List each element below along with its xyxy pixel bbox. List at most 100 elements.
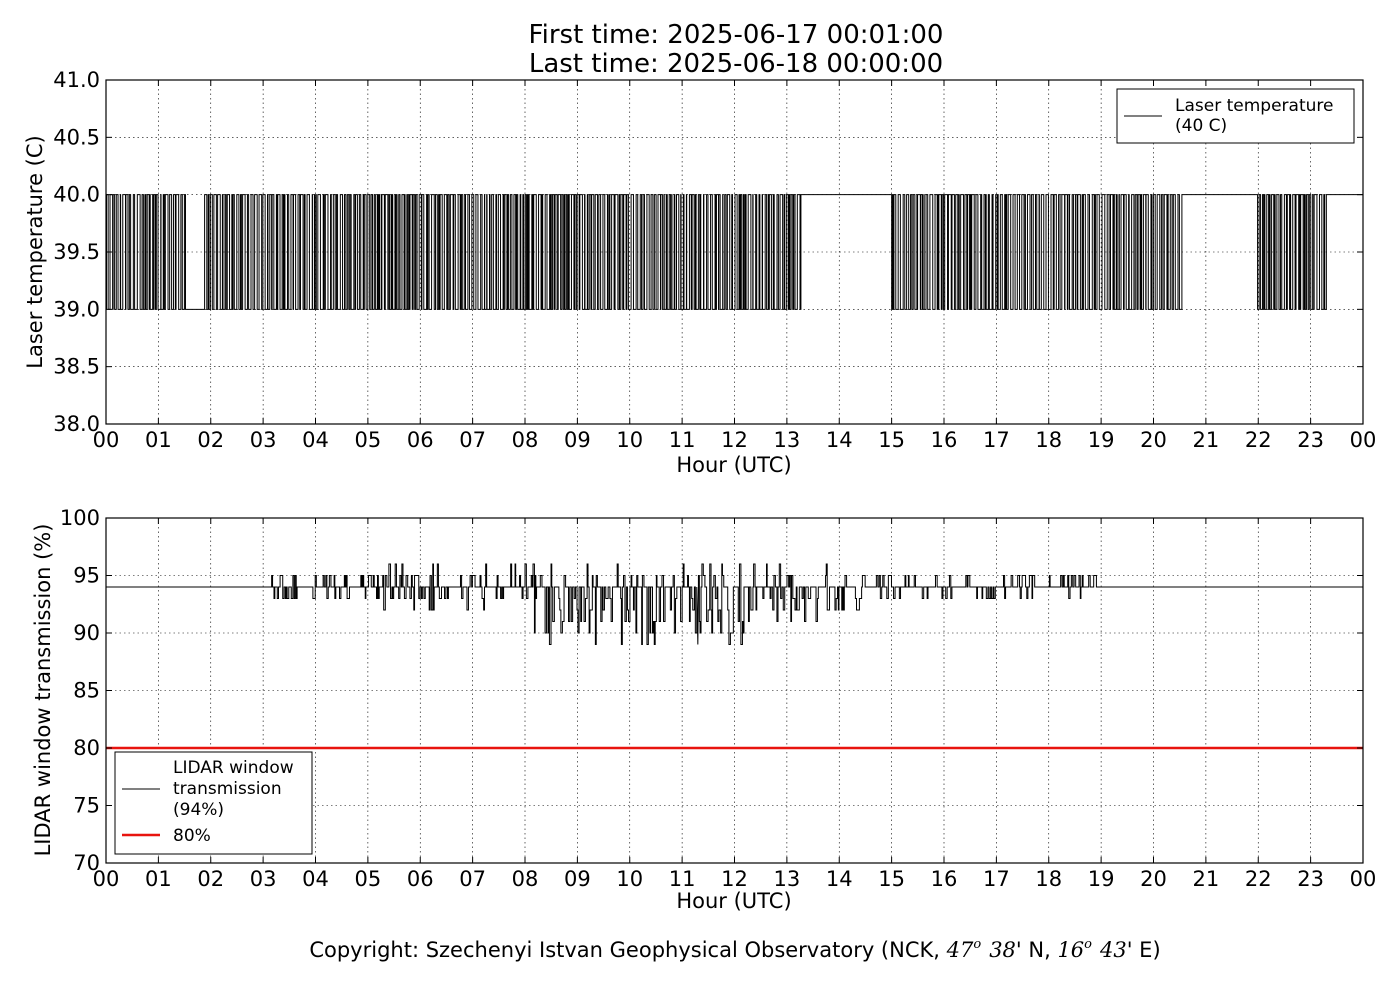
lidar-x-tick-label: 12 xyxy=(721,867,748,891)
copyright-lat-degree-symbol: o xyxy=(973,937,981,952)
laser-x-tick-label: 01 xyxy=(145,428,172,452)
laser-y-tick-label: 39.0 xyxy=(53,297,100,321)
laser-x-tick-label: 09 xyxy=(564,428,591,452)
lidar-x-tick-label: 13 xyxy=(774,867,801,891)
lidar-legend-box xyxy=(114,751,313,855)
laser-x-tick-label: 19 xyxy=(1088,428,1115,452)
laser-x-tick-label: 22 xyxy=(1245,428,1272,452)
lidar-y-axis-label: LIDAR window transmission (%) xyxy=(31,524,55,857)
lidar-grid xyxy=(106,518,1363,863)
laser-x-tick-label: 13 xyxy=(774,428,801,452)
laser-x-tick-label: 02 xyxy=(197,428,224,452)
lidar-x-tick-label: 21 xyxy=(1193,867,1220,891)
laser-temperature-series xyxy=(105,194,1363,310)
lidar-x-tick-label: 06 xyxy=(407,867,434,891)
title-line-1: First time: 2025-06-17 00:01:00 xyxy=(529,20,944,50)
copyright-lat-deg: 47 xyxy=(946,938,974,962)
lidar-x-tick-label: 05 xyxy=(355,867,382,891)
laser-y-tick-label: 39.5 xyxy=(53,240,100,264)
lidar-y-tick-label: 75 xyxy=(73,794,100,818)
lidar-y-ticks: 70 75 80 85 90 95 100 xyxy=(60,506,1363,875)
laser-temperature-line xyxy=(105,194,1363,310)
laser-y-tick-label: 38.5 xyxy=(53,355,100,379)
lidar-x-axis-label: Hour (UTC) xyxy=(676,889,791,913)
laser-temperature-panel: 00 01 02 03 04 05 06 07 08 09 10 11 12 13 14 15 16 17 18 19… xyxy=(23,68,1376,477)
lidar-y-tick-label: 70 xyxy=(73,851,100,875)
lidar-transmission-panel: 00 01 02 03 04 05 06 07 08 09 10 11 12 13 14 15 16 17 18 19… xyxy=(31,506,1376,913)
laser-x-tick-label: 15 xyxy=(878,428,905,452)
lidar-x-tick-label: 19 xyxy=(1088,867,1115,891)
laser-x-tick-label: 10 xyxy=(616,428,643,452)
laser-y-tick-label: 38.0 xyxy=(53,412,100,436)
lidar-x-tick-label: 07 xyxy=(459,867,486,891)
laser-x-axis-label: Hour (UTC) xyxy=(676,453,791,477)
lidar-x-tick-label: 10 xyxy=(616,867,643,891)
laser-x-tick-label: 21 xyxy=(1193,428,1220,452)
title-line-2: Last time: 2025-06-18 00:00:00 xyxy=(529,49,943,79)
lidar-x-tick-label: 11 xyxy=(669,867,696,891)
laser-y-tick-label: 40.5 xyxy=(53,125,100,149)
laser-x-tick-label: 05 xyxy=(355,428,382,452)
laser-y-tick-label: 41.0 xyxy=(53,68,100,92)
lidar-x-tick-label: 01 xyxy=(145,867,172,891)
laser-y-ticks: 38.0 38.5 39.0 39.5 40.0 40.5 41.0 xyxy=(53,68,1363,436)
threshold-legend-label: 80% xyxy=(173,826,211,846)
lidar-y-tick-label: 80 xyxy=(73,736,100,760)
lidar-x-tick-label: 02 xyxy=(197,867,224,891)
lidar-y-tick-label: 95 xyxy=(73,564,100,588)
lidar-x-tick-label: 22 xyxy=(1245,867,1272,891)
copyright-lat-min: 38 xyxy=(989,938,1016,962)
copyright-lon-min: 43 xyxy=(1099,938,1127,962)
lidar-transmission-line xyxy=(106,563,1363,645)
laser-x-tick-label: 23 xyxy=(1297,428,1324,452)
lidar-x-tick-label: 14 xyxy=(826,867,853,891)
laser-x-tick-label: 04 xyxy=(302,428,329,452)
laser-legend-label-line-1: Laser temperature xyxy=(1175,96,1333,116)
lidar-x-ticks: 00 01 02 03 04 05 06 07 08 09 10 11 12 13 14 15 16 17 18 19… xyxy=(93,518,1377,891)
lidar-x-tick-label: 16 xyxy=(931,867,958,891)
lidar-x-tick-label: 09 xyxy=(564,867,591,891)
laser-legend-label-line-2: (40 C) xyxy=(1175,116,1227,136)
lidar-x-tick-label: 08 xyxy=(512,867,539,891)
laser-x-tick-label: 06 xyxy=(407,428,434,452)
copyright-lon-deg: 16 xyxy=(1057,938,1084,962)
laser-x-tick-label: 16 xyxy=(931,428,958,452)
laser-x-tick-label: 03 xyxy=(250,428,277,452)
copyright-prefix: Copyright: Szechenyi Istvan Geophysical … xyxy=(309,938,946,962)
lidar-y-tick-label: 100 xyxy=(60,506,100,530)
lidar-x-tick-label: 17 xyxy=(983,867,1010,891)
laser-legend-label: Laser temperature (40 C) xyxy=(1175,96,1339,136)
lidar-x-tick-label: 03 xyxy=(250,867,277,891)
copyright-lon-suffix: ' E) xyxy=(1127,938,1161,962)
lidar-y-tick-label: 90 xyxy=(73,621,100,645)
laser-x-tick-label: 20 xyxy=(1140,428,1167,452)
laser-x-tick-label: 14 xyxy=(826,428,853,452)
lidar-x-tick-label: 20 xyxy=(1140,867,1167,891)
lidar-x-tick-label: 00 xyxy=(93,867,120,891)
lidar-x-tick-label: 18 xyxy=(1035,867,1062,891)
lidar-legend-label: LIDAR window transmission (94%) xyxy=(173,758,299,820)
lidar-y-tick-label: 85 xyxy=(73,679,100,703)
laser-x-tick-label: 00 xyxy=(1350,428,1377,452)
copyright-lat-suffix: ' N, xyxy=(1016,938,1058,962)
lidar-x-tick-label: 00 xyxy=(1350,867,1377,891)
laser-x-tick-label: 18 xyxy=(1035,428,1062,452)
lidar-legend-label-line-3: (94%) xyxy=(173,800,224,820)
lidar-transmission-series xyxy=(106,563,1363,645)
copyright-lon-degree-symbol: o xyxy=(1084,937,1092,952)
lidar-x-tick-label: 04 xyxy=(302,867,329,891)
lidar-legend-label-line-2: transmission xyxy=(173,779,282,799)
laser-x-tick-label: 00 xyxy=(93,428,120,452)
lidar-legend-label-line-1: LIDAR window xyxy=(173,758,294,778)
laser-x-tick-label: 17 xyxy=(983,428,1010,452)
laser-x-tick-label: 11 xyxy=(669,428,696,452)
laser-y-tick-label: 40.0 xyxy=(53,183,100,207)
lidar-x-tick-label: 15 xyxy=(878,867,905,891)
laser-y-axis-label: Laser temperature (C) xyxy=(23,135,47,368)
lidar-x-tick-label: 23 xyxy=(1297,867,1324,891)
lidar-legend: LIDAR window transmission (94%) 80% xyxy=(114,751,313,855)
laser-x-tick-label: 08 xyxy=(512,428,539,452)
laser-x-tick-label: 12 xyxy=(721,428,748,452)
copyright-text: Copyright: Szechenyi Istvan Geophysical … xyxy=(309,937,1160,962)
